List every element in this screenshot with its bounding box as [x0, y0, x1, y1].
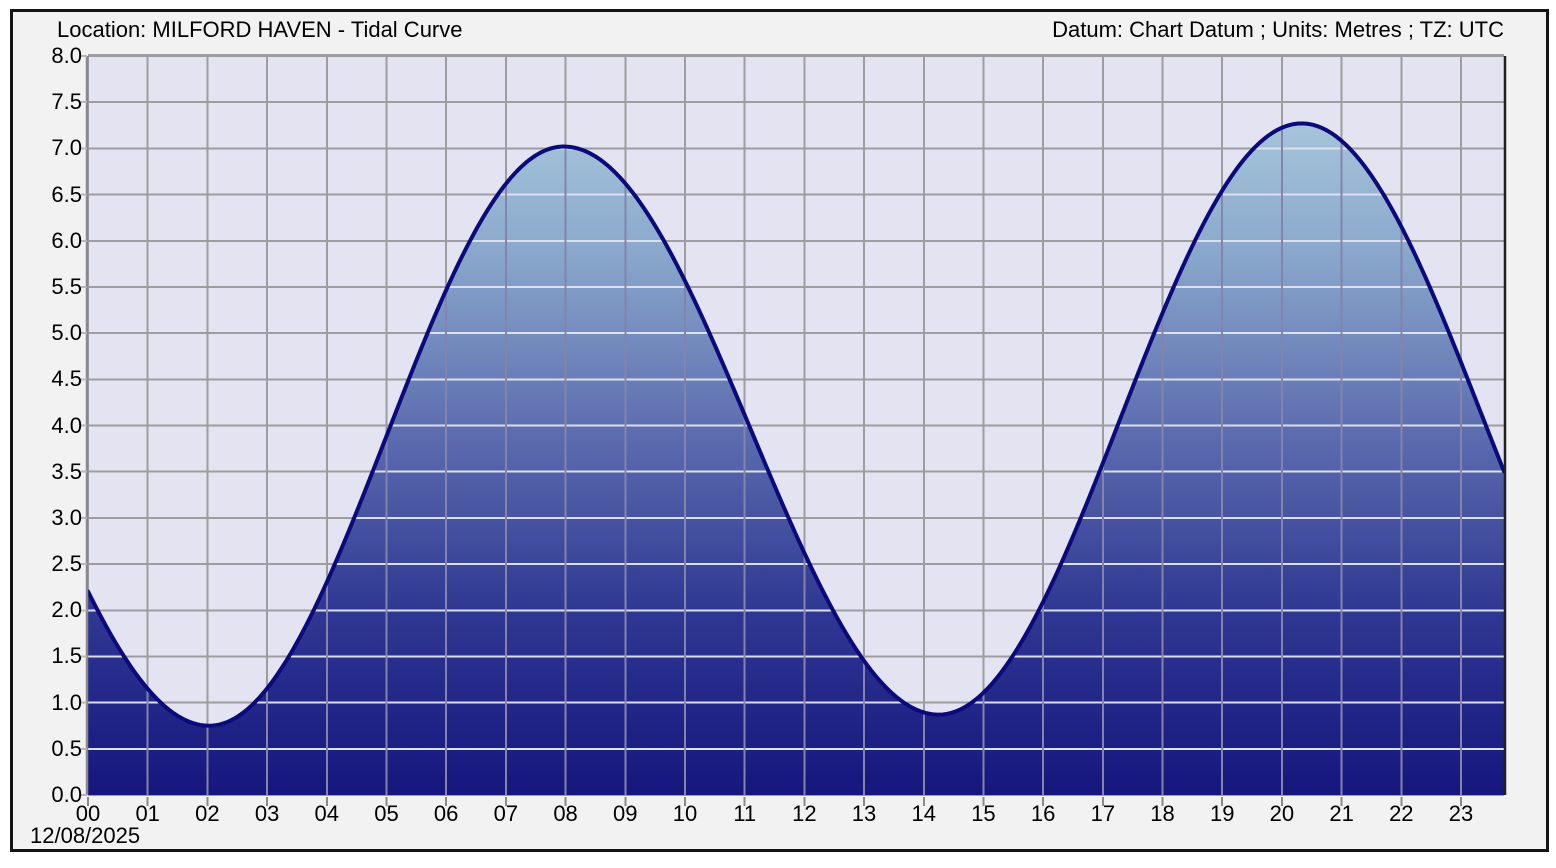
- x-tick-label: 02: [195, 801, 220, 826]
- x-tick-label: 13: [851, 801, 877, 826]
- x-tick-label: 06: [433, 801, 459, 826]
- x-tick-label: 07: [493, 801, 519, 826]
- x-tick-label: 09: [613, 801, 638, 826]
- y-tick-label: 8.0: [51, 43, 82, 68]
- date-label: 12/08/2025: [30, 823, 141, 848]
- y-tick-label: 3.5: [51, 458, 82, 484]
- x-tick-label: 01: [135, 801, 160, 826]
- datum-units-tz-label: Datum: Chart Datum ; Units: Metres ; TZ:…: [1052, 17, 1504, 42]
- y-tick-label: 6.5: [51, 181, 82, 207]
- y-tick-label: 6.0: [51, 227, 82, 253]
- x-tick-label: 10: [672, 801, 698, 826]
- x-tick-label: 20: [1269, 801, 1295, 826]
- x-tick-label: 22: [1389, 801, 1414, 826]
- x-tick-label: 21: [1329, 801, 1354, 826]
- y-tick-label: 4.5: [51, 366, 82, 392]
- y-tick-label: 1.5: [51, 643, 82, 669]
- y-tick-label: 7.5: [51, 89, 82, 115]
- x-tick-label: 18: [1150, 801, 1175, 826]
- x-tick-label: 14: [911, 801, 936, 826]
- y-tick-label: 4.0: [51, 412, 82, 438]
- y-tick-label: 2.5: [51, 551, 82, 577]
- y-tick-label: 0.0: [51, 782, 82, 807]
- x-tick-label: 15: [971, 801, 996, 826]
- x-tick-label: 03: [254, 801, 280, 826]
- y-tick-label: 7.0: [51, 135, 82, 161]
- x-tick-label: 00: [75, 801, 101, 826]
- y-tick-label: 1.0: [51, 689, 82, 715]
- tide-curve-line: [86, 121, 1506, 728]
- y-tick-label: 5.5: [51, 273, 82, 299]
- y-tick-label: 3.0: [51, 504, 82, 530]
- y-tick-label: 5.0: [51, 320, 82, 346]
- axis-ticks: [81, 55, 1463, 806]
- x-tick-label: 11: [733, 801, 757, 826]
- x-tick-label: 05: [374, 801, 399, 826]
- x-tick-label: 17: [1090, 801, 1116, 826]
- x-tick-label: 16: [1030, 801, 1056, 826]
- x-tick-label: 23: [1448, 801, 1474, 826]
- chart-title: Location: MILFORD HAVEN - Tidal Curve: [57, 17, 463, 42]
- tide-area: [88, 123, 1504, 795]
- x-tick-label: 19: [1209, 801, 1235, 826]
- x-tick-label: 04: [314, 801, 340, 826]
- y-tick-label: 2.0: [51, 597, 82, 623]
- x-tick-label: 08: [553, 801, 578, 826]
- x-tick-label: 12: [792, 801, 817, 826]
- y-tick-label: 0.5: [51, 735, 82, 761]
